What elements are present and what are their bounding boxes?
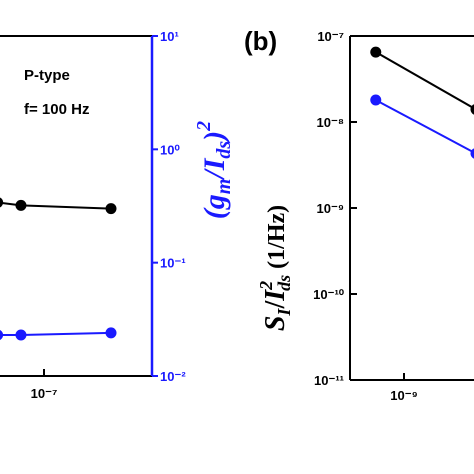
panel-a-series-0-point-0 bbox=[0, 197, 4, 208]
panel-b-series-0-point-0 bbox=[370, 46, 382, 58]
panel-a-right-axis-label: (gm/Ids)2 bbox=[193, 121, 235, 219]
panel-a-series-0-point-1 bbox=[15, 199, 27, 211]
panel-a-right-tick-label-2: 10⁻¹ bbox=[160, 256, 186, 271]
panel-b-y-tick-label-0: 10⁻⁷ bbox=[317, 29, 344, 44]
panel-a-right-tick-label-1: 10⁰ bbox=[160, 142, 180, 157]
panel-b-series bbox=[370, 46, 474, 159]
panel-a-annotation-frequency: f= 100 Hz bbox=[24, 101, 89, 118]
panel-b-x-ticks: 10⁻⁹ bbox=[390, 373, 418, 403]
panel-b-y-axis-label: SI/I2ds (1/Hz) bbox=[256, 205, 294, 331]
panel-b-series-0-point-1 bbox=[470, 104, 474, 115]
panel-a: P-type f= 100 Hz 10¹ 10⁰ 10⁻¹ 10⁻² 10⁻⁷ (gm… bbox=[0, 29, 235, 401]
panel-b-x-tick-label-0: 10⁻⁹ bbox=[390, 388, 418, 403]
panel-b-series-1-point-0 bbox=[370, 94, 382, 106]
panel-a-series-0-point-2 bbox=[105, 203, 117, 215]
panel-a-series bbox=[0, 197, 117, 341]
panel-b: (b) 10⁻⁷ 10⁻⁸ 10⁻⁹ 10⁻¹⁰ 10⁻¹¹ 10⁻⁹ SI/I2ds … bbox=[244, 26, 474, 403]
panel-a-right-ticks: 10¹ 10⁰ 10⁻¹ 10⁻² bbox=[152, 29, 186, 384]
panel-b-y-tick-label-1: 10⁻⁸ bbox=[317, 115, 344, 130]
panel-b-series-0-line bbox=[375, 51, 474, 110]
panel-b-series-1-line bbox=[375, 99, 474, 154]
panel-a-x-tick-label-0: 10⁻⁷ bbox=[31, 386, 58, 401]
panel-b-label: (b) bbox=[244, 26, 277, 56]
panel-b-y-ticks: 10⁻⁷ 10⁻⁸ 10⁻⁹ 10⁻¹⁰ 10⁻¹¹ bbox=[313, 29, 357, 388]
panel-a-series-1-point-0 bbox=[0, 330, 4, 340]
panel-a-series-1-point-1 bbox=[15, 329, 27, 341]
panel-a-right-tick-label-3: 10⁻² bbox=[160, 369, 186, 384]
panel-b-series-1-point-1 bbox=[470, 148, 474, 159]
panel-a-series-1-point-2 bbox=[105, 327, 117, 339]
panel-a-annotation-type: P-type bbox=[24, 67, 70, 84]
panel-a-right-tick-label-0: 10¹ bbox=[160, 29, 179, 44]
panel-a-x-ticks: 10⁻⁷ bbox=[31, 369, 58, 401]
panel-b-y-tick-label-2: 10⁻⁹ bbox=[317, 201, 345, 216]
panel-b-y-tick-label-3: 10⁻¹⁰ bbox=[313, 287, 345, 302]
panel-b-y-tick-label-4: 10⁻¹¹ bbox=[314, 373, 344, 388]
